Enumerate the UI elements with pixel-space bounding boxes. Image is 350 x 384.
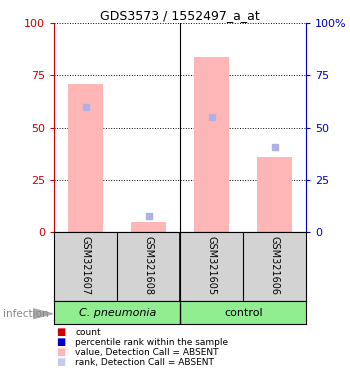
Text: value, Detection Call = ABSENT: value, Detection Call = ABSENT [75,348,219,357]
Text: ■: ■ [56,357,65,367]
Bar [258,157,292,232]
Polygon shape [33,309,52,319]
Bar [132,222,166,232]
Text: ■: ■ [56,327,65,337]
Text: C. pneumonia: C. pneumonia [78,308,156,318]
Text: GSM321605: GSM321605 [207,236,217,295]
Text: GSM321608: GSM321608 [144,236,154,295]
Bar [195,56,229,232]
Title: GDS3573 / 1552497_a_at: GDS3573 / 1552497_a_at [100,9,260,22]
Bar [68,84,103,232]
Text: GSM321606: GSM321606 [270,236,280,295]
Text: infection: infection [4,309,49,319]
Text: GSM321607: GSM321607 [81,236,91,295]
Text: count: count [75,328,101,337]
Text: rank, Detection Call = ABSENT: rank, Detection Call = ABSENT [75,358,214,367]
Text: percentile rank within the sample: percentile rank within the sample [75,338,228,347]
Text: control: control [224,308,262,318]
Text: ■: ■ [56,337,65,347]
Text: ■: ■ [56,347,65,357]
